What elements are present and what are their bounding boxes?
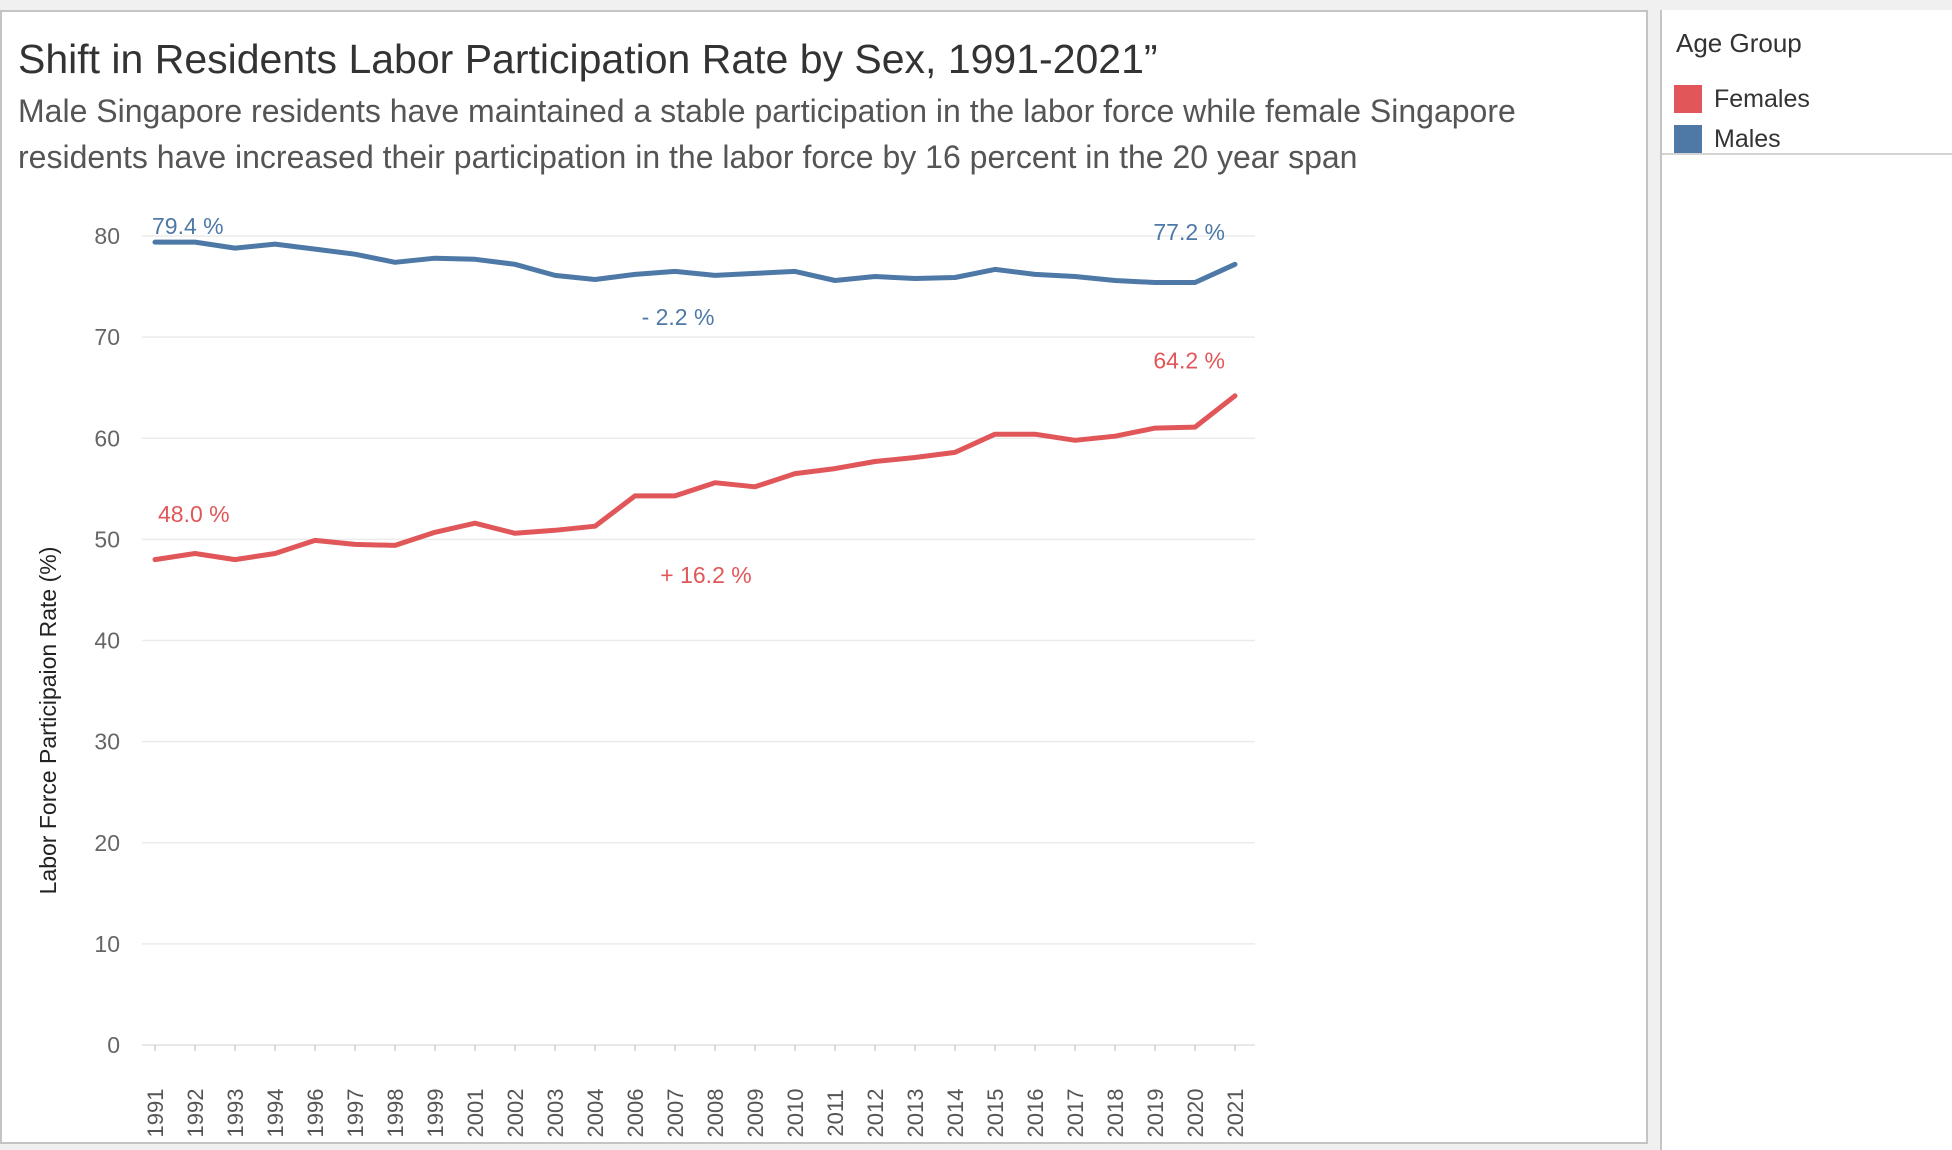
x-tick-label: 1992 — [183, 1089, 208, 1138]
x-tick-label: 2017 — [1063, 1089, 1088, 1138]
x-tick-label: 1997 — [343, 1089, 368, 1138]
y-tick-label: 80 — [94, 223, 120, 249]
x-tick-label: 2020 — [1183, 1089, 1208, 1138]
y-axis-title: Labor Force Participaion Rate (%) — [35, 547, 61, 895]
series-line-females — [155, 396, 1235, 560]
y-tick-label: 70 — [94, 324, 120, 350]
legend-item-females[interactable]: Females — [1674, 84, 1810, 114]
x-tick-label: 2007 — [663, 1089, 688, 1138]
y-tick-label: 60 — [94, 425, 120, 451]
y-tick-label: 20 — [94, 830, 120, 856]
legend-swatch-males — [1674, 125, 1702, 153]
annotation-male-change: - 2.2 % — [642, 304, 715, 330]
legend-item-males[interactable]: Males — [1674, 124, 1781, 154]
x-tick-label: 2006 — [623, 1089, 648, 1138]
x-tick-label: 1994 — [263, 1089, 288, 1138]
x-tick-label: 2012 — [863, 1089, 888, 1138]
legend-title: Age Group — [1676, 28, 1802, 59]
x-tick-label: 2014 — [943, 1089, 968, 1138]
annotation-female-end: 64.2 % — [1153, 347, 1225, 373]
x-tick-label: 2018 — [1103, 1089, 1128, 1138]
annotation-male-start: 79.4 % — [152, 213, 224, 239]
x-tick-label: 2010 — [783, 1089, 808, 1138]
x-tick-label: 2004 — [583, 1089, 608, 1138]
x-tick-label: 2001 — [463, 1089, 488, 1138]
y-tick-label: 10 — [94, 931, 120, 957]
annotation-male-end: 77.2 % — [1153, 219, 1225, 245]
x-tick-label: 2016 — [1023, 1089, 1048, 1138]
x-tick-label: 1993 — [223, 1089, 248, 1138]
x-tick-label: 1999 — [423, 1089, 448, 1138]
annotation-female-change: + 16.2 % — [660, 562, 751, 588]
x-tick-label: 1996 — [303, 1089, 328, 1138]
x-tick-label: 2019 — [1143, 1089, 1168, 1138]
x-tick-label: 2013 — [903, 1089, 928, 1138]
x-tick-label: 2021 — [1223, 1089, 1248, 1138]
series-line-males — [155, 242, 1235, 282]
x-tick-label: 2011 — [823, 1089, 848, 1136]
x-tick-label: 2009 — [743, 1089, 768, 1138]
legend-label-males: Males — [1714, 125, 1781, 154]
x-tick-label: 2002 — [503, 1089, 528, 1138]
legend-label-females: Females — [1714, 85, 1810, 114]
legend-panel — [1660, 10, 1952, 1150]
y-tick-label: 50 — [94, 526, 120, 552]
legend: Age Group Females Males — [1662, 10, 1952, 155]
y-tick-label: 40 — [94, 628, 120, 654]
annotation-female-start: 48.0 % — [158, 501, 230, 527]
x-tick-label: 2008 — [703, 1089, 728, 1138]
legend-swatch-females — [1674, 85, 1702, 113]
x-tick-label: 1991 — [143, 1089, 168, 1138]
x-tick-label: 2003 — [543, 1089, 568, 1138]
x-tick-label: 1998 — [383, 1089, 408, 1138]
line-chart: 0 10 20 30 40 50 60 70 80 1991 1992 1993 1994 1996 199… — [0, 0, 1648, 1150]
y-tick-label: 30 — [94, 729, 120, 755]
y-tick-label: 0 — [107, 1032, 120, 1058]
x-tick-label: 2015 — [983, 1089, 1008, 1138]
